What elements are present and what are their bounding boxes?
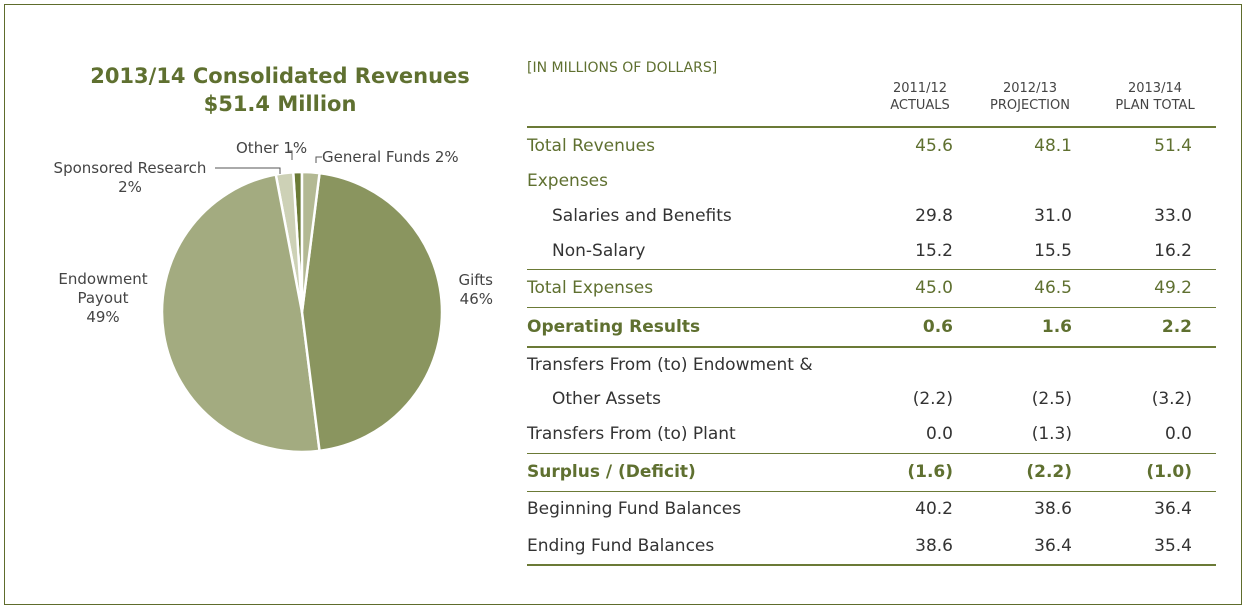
table-row: Non-Salary 15.2 15.5 16.2 bbox=[527, 233, 1216, 270]
slice-label: Other 1% bbox=[236, 139, 307, 158]
value-cell bbox=[1072, 163, 1216, 198]
value-cell: 31.0 bbox=[1034, 205, 1072, 226]
pie-slice bbox=[160, 173, 321, 454]
value-cell bbox=[953, 163, 1072, 198]
label-cell: Beginning Fund Balances bbox=[527, 499, 742, 520]
table-row: Operating Results 0.6 1.6 2.2 bbox=[527, 307, 1216, 348]
header-line: PLAN TOTAL bbox=[1115, 98, 1195, 113]
label-cell: Expenses bbox=[527, 170, 608, 191]
value-cell: 38.6 bbox=[1034, 499, 1072, 520]
value-cell: 0.0 bbox=[1072, 416, 1216, 454]
label-cell: Ending Fund Balances bbox=[527, 527, 860, 566]
value-cell: 29.8 bbox=[915, 205, 953, 226]
value-cell: (1.6) bbox=[860, 453, 953, 492]
value-cell: 33.0 bbox=[1154, 205, 1192, 226]
label-name: Gifts bbox=[458, 271, 493, 289]
pie-slice bbox=[300, 170, 321, 313]
slice-label: Gifts 46% bbox=[393, 271, 493, 309]
chart-title: 2013/14 Consolidated Revenues bbox=[90, 64, 470, 88]
value-cell bbox=[860, 163, 953, 198]
pie-slice bbox=[300, 171, 444, 453]
slice-label: Sponsored Research 2% bbox=[40, 159, 220, 197]
leader-line bbox=[215, 167, 281, 174]
value-cell: 35.4 bbox=[1072, 527, 1216, 566]
value-cell bbox=[953, 347, 1072, 382]
table-row: Ending Fund Balances 38.6 36.4 35.4 bbox=[527, 527, 1216, 566]
table-row: Salaries and Benefits 29.8 31.0 33.0 bbox=[527, 198, 1216, 233]
value-cell: 15.2 bbox=[860, 233, 953, 270]
label-cell: Transfers From (to) Endowment & bbox=[527, 355, 813, 375]
frame bbox=[4, 4, 1242, 605]
label-cell: Transfers From (to) Plant bbox=[527, 416, 860, 454]
label-value: 46% bbox=[459, 290, 493, 308]
value-cell: 1.6 bbox=[953, 307, 1072, 348]
value-cell: 40.2 bbox=[915, 499, 953, 520]
value-cell: 48.1 bbox=[1034, 135, 1072, 156]
chart-subtitle: $51.4 Million bbox=[203, 92, 357, 116]
label-value: 2% bbox=[434, 148, 459, 166]
value-cell: 51.4 bbox=[1154, 135, 1192, 156]
value-cell: 38.6 bbox=[860, 527, 953, 566]
header-line: ACTUALS bbox=[890, 98, 950, 113]
label-name: Sponsored Research bbox=[53, 159, 207, 177]
table-row: Other Assets (2.2) (2.5) (3.2) bbox=[527, 382, 1216, 416]
label-name: Endowment Payout bbox=[58, 270, 148, 307]
label-value: 1% bbox=[283, 139, 308, 157]
table-row: Beginning Fund Balances 40.2 38.6 36.4 bbox=[527, 491, 1216, 527]
value-cell: (2.5) bbox=[1031, 389, 1072, 409]
label-name: General Funds bbox=[322, 148, 431, 166]
label-cell: Operating Results bbox=[527, 307, 860, 348]
value-cell: 15.5 bbox=[953, 233, 1072, 270]
label-cell: Surplus / (Deficit) bbox=[527, 453, 860, 492]
column-header: 2012/13 PROJECTION bbox=[970, 80, 1090, 114]
column-header: 2013/14 PLAN TOTAL bbox=[1095, 80, 1215, 114]
value-cell: (2.2) bbox=[912, 389, 953, 409]
table-row: Surplus / (Deficit) (1.6) (2.2) (1.0) bbox=[527, 453, 1216, 492]
value-cell bbox=[1072, 347, 1216, 382]
value-cell: (1.3) bbox=[953, 416, 1072, 454]
slice-label: Endowment Payout 49% bbox=[48, 270, 158, 327]
header-line: PROJECTION bbox=[990, 98, 1070, 113]
table-row: Expenses bbox=[527, 163, 1216, 198]
value-cell: (3.2) bbox=[1151, 389, 1192, 409]
table-row: Transfers From (to) Endowment & bbox=[527, 347, 1216, 382]
table: Total Revenues 45.6 48.1 51.4 Expenses Salari… bbox=[527, 126, 1216, 566]
table-row: Transfers From (to) Plant 0.0 (1.3) 0.0 bbox=[527, 416, 1216, 454]
table-row: Total Expenses 45.0 46.5 49.2 bbox=[527, 269, 1216, 308]
value-cell: (1.0) bbox=[1072, 453, 1216, 492]
value-cell bbox=[860, 347, 953, 382]
leader-line bbox=[315, 156, 322, 163]
label-cell: Salaries and Benefits bbox=[552, 205, 732, 226]
column-header: 2011/12 ACTUALS bbox=[860, 80, 980, 114]
label-cell: Total Expenses bbox=[527, 269, 860, 308]
label-cell: Other Assets bbox=[552, 389, 661, 409]
value-cell: 0.0 bbox=[860, 416, 953, 454]
slice-label: General Funds 2% bbox=[322, 148, 459, 167]
label-value: 49% bbox=[86, 308, 120, 326]
value-cell: (2.2) bbox=[953, 453, 1072, 492]
value-cell: 45.6 bbox=[915, 135, 953, 156]
table-row: Total Revenues 45.6 48.1 51.4 bbox=[527, 127, 1216, 163]
value-cell: 2.2 bbox=[1072, 307, 1216, 348]
value-cell: 45.0 bbox=[860, 269, 953, 308]
value-cell: 46.5 bbox=[953, 269, 1072, 308]
table-caption: [IN MILLIONS OF DOLLARS] bbox=[527, 60, 718, 76]
header-line: 2013/14 bbox=[1127, 81, 1182, 96]
header-line: 2011/12 bbox=[892, 81, 947, 96]
leader-line bbox=[288, 150, 293, 160]
value-cell: 0.6 bbox=[860, 307, 953, 348]
label-name: Other bbox=[236, 139, 279, 157]
pie-chart bbox=[160, 150, 444, 454]
value-cell: 49.2 bbox=[1072, 269, 1216, 308]
value-cell: 16.2 bbox=[1072, 233, 1216, 270]
label-cell: Total Revenues bbox=[527, 135, 655, 156]
label-value: 2% bbox=[118, 178, 142, 196]
value-cell: 36.4 bbox=[953, 527, 1072, 566]
label-cell: Non-Salary bbox=[527, 233, 860, 270]
value-cell: 36.4 bbox=[1154, 499, 1192, 520]
header-line: 2012/13 bbox=[1002, 81, 1057, 96]
